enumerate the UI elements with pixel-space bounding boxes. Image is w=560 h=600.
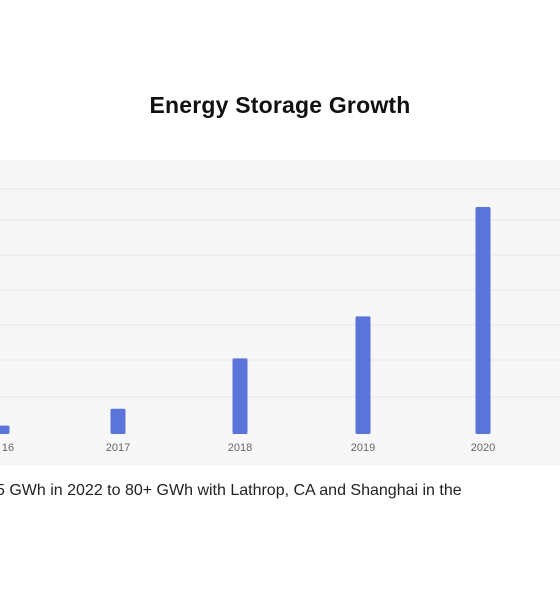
bar-2020 <box>475 207 491 434</box>
x-tick-label-2018: 2018 <box>228 442 252 454</box>
x-tick-label-2020: 2020 <box>471 442 495 454</box>
bar-2017 <box>110 408 126 434</box>
bar-2019 <box>355 316 371 434</box>
x-tick-label-16: 16 <box>2 442 14 454</box>
x-tick-label-2017: 2017 <box>106 442 130 454</box>
chart-caption: 5 GWh in 2022 to 80+ GWh with Lathrop, C… <box>0 482 462 499</box>
bar-16 <box>0 425 10 434</box>
plot-panel <box>0 160 560 466</box>
chart-title: Energy Storage Growth <box>149 92 411 118</box>
x-tick-label-2019: 2019 <box>351 442 375 454</box>
bar-2018 <box>232 358 248 434</box>
